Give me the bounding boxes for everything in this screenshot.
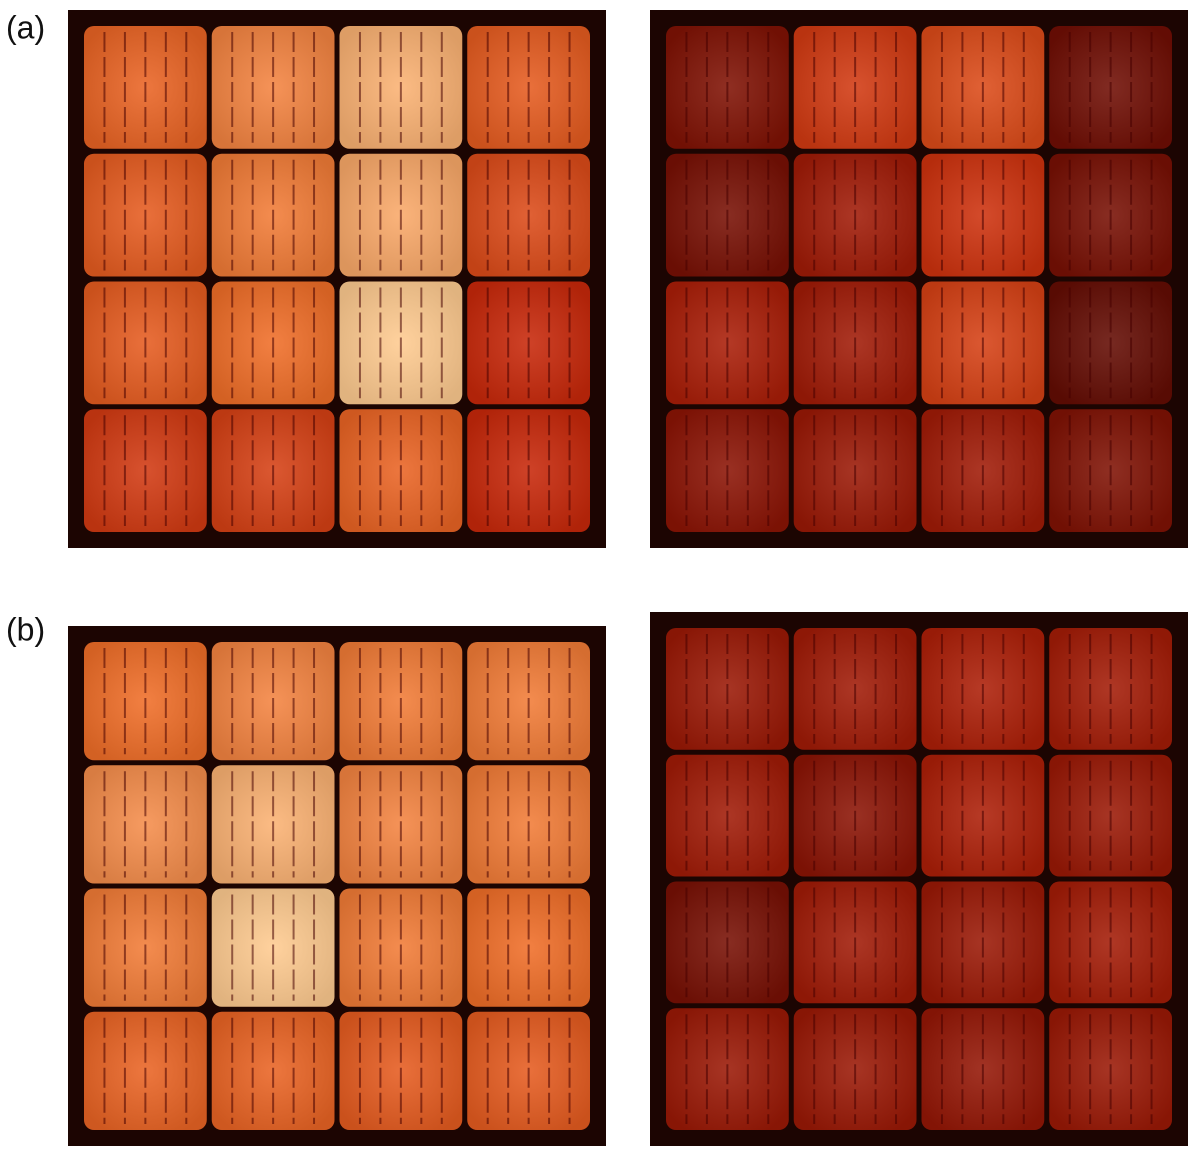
solar-cell: [1049, 409, 1172, 532]
solar-cell: [1049, 153, 1172, 277]
solar-cell: [211, 409, 335, 532]
solar-cell: [793, 409, 917, 532]
solar-cell: [339, 153, 463, 277]
solar-cell: [793, 754, 917, 877]
solar-cell: [921, 881, 1045, 1004]
solar-cell: [666, 153, 789, 277]
solar-cell: [339, 26, 463, 149]
solar-module-image: [68, 10, 606, 548]
solar-cell: [211, 26, 335, 149]
solar-cell: [84, 409, 207, 532]
solar-cell: [211, 281, 335, 405]
solar-cell: [467, 888, 590, 1007]
solar-cell: [211, 153, 335, 277]
solar-cell: [339, 281, 463, 405]
solar-cell: [793, 628, 917, 750]
solar-cell: [84, 1011, 207, 1130]
solar-cell: [666, 881, 789, 1004]
solar-cell: [467, 642, 590, 761]
solar-module-image: [650, 612, 1188, 1146]
solar-cell: [666, 281, 789, 405]
solar-cell: [1049, 281, 1172, 405]
solar-cell: [467, 153, 590, 277]
solar-cell: [1049, 881, 1172, 1004]
solar-cell: [84, 281, 207, 405]
solar-cell: [666, 1008, 789, 1130]
solar-cell: [921, 281, 1045, 405]
solar-cell: [467, 765, 590, 884]
solar-cell: [467, 409, 590, 532]
solar-cell: [793, 26, 917, 149]
solar-cell: [666, 26, 789, 149]
solar-cell: [211, 888, 335, 1007]
solar-cell: [666, 754, 789, 877]
solar-cell: [1049, 26, 1172, 149]
solar-cell: [84, 153, 207, 277]
solar-cell: [793, 1008, 917, 1130]
solar-cell: [339, 765, 463, 884]
solar-module-image: [68, 626, 606, 1146]
solar-cell: [921, 26, 1045, 149]
solar-cell: [793, 881, 917, 1004]
solar-cell: [1049, 628, 1172, 750]
solar-cell: [467, 281, 590, 405]
solar-cell: [211, 1011, 335, 1130]
solar-cell: [467, 1011, 590, 1130]
solar-cell: [467, 26, 590, 149]
panel-label: (a): [6, 9, 45, 45]
solar-cell: [666, 628, 789, 750]
solar-cell: [84, 642, 207, 761]
solar-cell: [921, 409, 1045, 532]
panel-label: (b): [6, 611, 45, 647]
solar-cell: [211, 642, 335, 761]
solar-cell: [1049, 1008, 1172, 1130]
solar-module-image: [650, 10, 1188, 548]
solar-cell: [84, 888, 207, 1007]
solar-cell: [339, 888, 463, 1007]
solar-cell: [339, 409, 463, 532]
solar-cell: [339, 1011, 463, 1130]
solar-cell: [1049, 754, 1172, 877]
solar-cell: [666, 409, 789, 532]
solar-cell: [921, 153, 1045, 277]
solar-cell: [921, 628, 1045, 750]
solar-cell: [84, 765, 207, 884]
solar-cell: [793, 153, 917, 277]
solar-cell: [84, 26, 207, 149]
solar-cell: [339, 642, 463, 761]
solar-cell: [921, 754, 1045, 877]
solar-cell: [211, 765, 335, 884]
images: [68, 10, 1188, 1146]
solar-cell: [793, 281, 917, 405]
solar-cell: [921, 1008, 1045, 1130]
